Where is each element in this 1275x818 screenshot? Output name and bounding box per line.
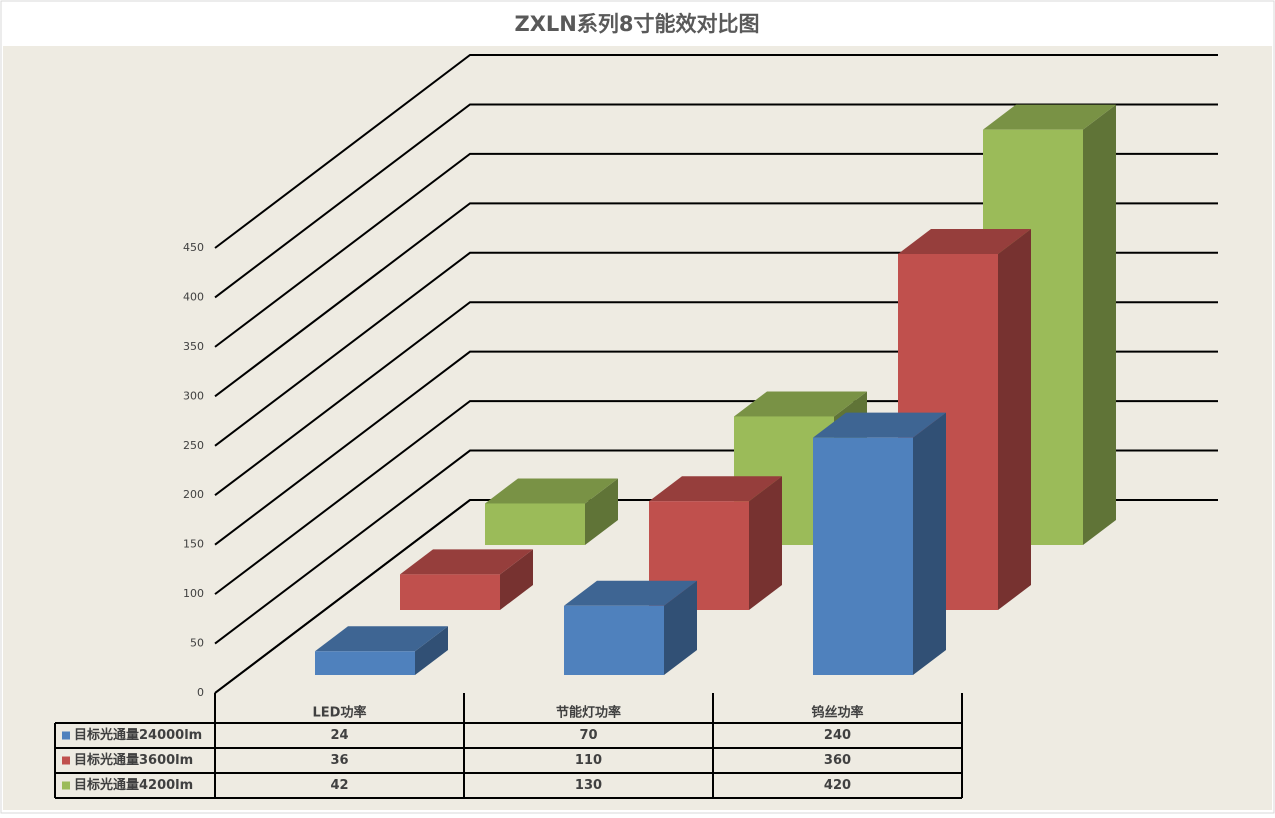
- y-tick-label: 450: [183, 241, 204, 254]
- table-value: 130: [575, 778, 602, 793]
- table-value: 240: [824, 728, 851, 743]
- legend-swatch: [62, 756, 70, 765]
- bar: [898, 229, 1031, 610]
- x-tick-label: LED功率: [313, 705, 367, 721]
- bar-side: [1083, 104, 1116, 546]
- grid-line: [214, 103, 1218, 299]
- table-value: 420: [824, 778, 851, 793]
- y-tick-label: 350: [183, 340, 204, 353]
- y-tick-label: 0: [197, 686, 204, 699]
- floor-edge: [214, 499, 471, 694]
- table-value: 36: [330, 753, 348, 768]
- grid-line: [214, 202, 1218, 398]
- table-value: 42: [330, 778, 348, 793]
- bar-top: [983, 104, 1116, 130]
- legend-label: 目标光通量4200lm: [74, 777, 193, 793]
- bar: [649, 476, 782, 610]
- table-value: 110: [575, 753, 602, 768]
- bar-top: [734, 391, 867, 417]
- table-value: 360: [824, 753, 851, 768]
- y-tick-label: 50: [190, 637, 204, 650]
- table-value: 70: [579, 728, 597, 743]
- bar: [400, 549, 533, 610]
- bar: [564, 580, 697, 675]
- y-tick-label: 100: [183, 587, 204, 600]
- bar-top: [400, 549, 533, 575]
- legend-label: 目标光通量3600lm: [74, 752, 193, 768]
- legend-swatch: [62, 731, 70, 740]
- bar-side: [500, 549, 533, 610]
- bar-top: [315, 626, 448, 652]
- bar-top: [898, 229, 1031, 254]
- bar-side: [998, 229, 1031, 610]
- grid-line: [214, 54, 1218, 249]
- y-tick-label: 400: [183, 290, 204, 303]
- y-tick-label: 250: [183, 439, 204, 452]
- x-tick-label: 钨丝功率: [811, 705, 863, 721]
- bar-front: [400, 574, 500, 610]
- chart-title: ZXLN系列8寸能效对比图: [515, 12, 760, 36]
- bar-side: [585, 478, 618, 545]
- table-value: 24: [330, 728, 348, 743]
- bar-top: [813, 412, 946, 438]
- bar-side: [913, 412, 946, 675]
- y-tick-label: 150: [183, 538, 204, 551]
- y-tick-label: 200: [183, 488, 204, 501]
- legend-swatch: [62, 781, 70, 790]
- legend-label: 目标光通量24000lm: [74, 727, 202, 743]
- bar: [315, 626, 448, 675]
- bar-front: [564, 605, 664, 675]
- bar-front: [485, 503, 585, 545]
- bar-top: [649, 476, 782, 502]
- x-tick-label: 节能灯功率: [556, 705, 621, 721]
- grid-line: [214, 152, 1218, 348]
- bar: [813, 412, 946, 675]
- bar-side: [664, 580, 697, 675]
- bar-side: [749, 476, 782, 610]
- bar-side: [415, 626, 448, 675]
- bar-top: [485, 478, 618, 504]
- bar-front: [813, 437, 913, 675]
- bar-front: [315, 651, 415, 675]
- bar: [485, 478, 618, 545]
- y-tick-label: 300: [183, 389, 204, 402]
- bar-top: [564, 580, 697, 606]
